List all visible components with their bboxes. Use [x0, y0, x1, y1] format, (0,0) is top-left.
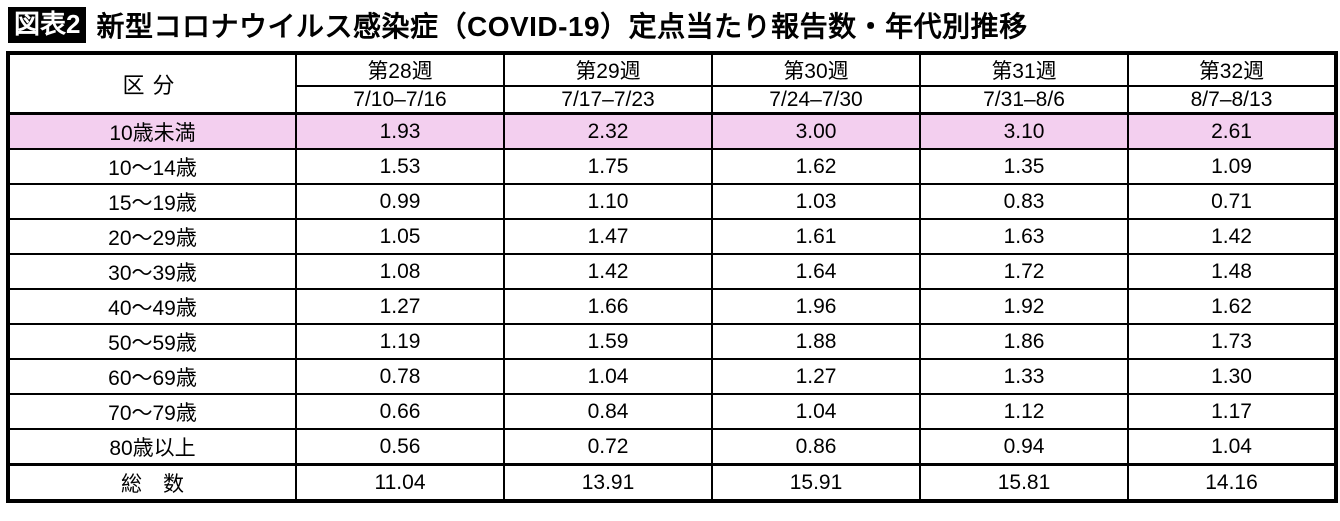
row-label: 20～29歳	[7, 218, 297, 255]
cell-value: 0.99	[295, 183, 505, 220]
cell-value: 3.00	[711, 112, 921, 150]
cell-value: 1.47	[503, 218, 713, 255]
cell-value: 1.27	[295, 288, 505, 325]
row-label: 40～49歳	[7, 288, 297, 325]
cell-value: 1.27	[711, 358, 921, 395]
cell-value: 1.72	[919, 253, 1129, 290]
cell-value: 1.96	[711, 288, 921, 325]
cell-value: 1.73	[1127, 323, 1337, 360]
corner-header: 区分	[7, 52, 297, 115]
table-row: 80歳以上 0.56 0.72 0.86 0.94 1.04	[7, 428, 1337, 466]
cell-value: 1.59	[503, 323, 713, 360]
cell-value: 1.92	[919, 288, 1129, 325]
table-row: 20～29歳 1.05 1.47 1.61 1.63 1.42	[7, 218, 1337, 255]
table-row: 40～49歳 1.27 1.66 1.96 1.92 1.62	[7, 288, 1337, 325]
table-row: 50～59歳 1.19 1.59 1.88 1.86 1.73	[7, 323, 1337, 360]
header-week-row: 区分 第28週 第29週 第30週 第31週 第32週	[7, 52, 1337, 115]
table-row: 30～39歳 1.08 1.42 1.64 1.72 1.48	[7, 253, 1337, 290]
col-header-week: 第32週	[1127, 52, 1337, 87]
cell-value: 1.62	[711, 148, 921, 185]
col-header-dates: 8/7–8/13	[1127, 85, 1337, 115]
row-label: 50～59歳	[7, 323, 297, 360]
cell-value: 2.61	[1127, 112, 1337, 150]
table-row: 60～69歳 0.78 1.04 1.27 1.33 1.30	[7, 358, 1337, 395]
cell-value: 1.10	[503, 183, 713, 220]
row-label: 10～14歳	[7, 148, 297, 185]
cell-value: 15.81	[919, 463, 1129, 502]
cell-value: 1.63	[919, 218, 1129, 255]
cell-value: 1.04	[503, 358, 713, 395]
cell-value: 1.86	[919, 323, 1129, 360]
cell-value: 1.75	[503, 148, 713, 185]
col-header-dates: 7/10–7/16	[295, 85, 505, 115]
table-row: 70～79歳 0.66 0.84 1.04 1.12 1.17	[7, 393, 1337, 430]
cell-value: 1.88	[711, 323, 921, 360]
cell-value: 1.05	[295, 218, 505, 255]
cell-value: 11.04	[295, 463, 505, 502]
cell-value: 1.61	[711, 218, 921, 255]
row-label: 30～39歳	[7, 253, 297, 290]
row-label: 80歳以上	[7, 428, 297, 466]
figure-title-text: 新型コロナウイルス感染症（COVID-19）定点当たり報告数・年代別推移	[96, 11, 1028, 42]
cell-value: 13.91	[503, 463, 713, 502]
cell-value: 15.91	[711, 463, 921, 502]
cell-value: 1.17	[1127, 393, 1337, 430]
figure-badge: 図表2	[8, 7, 87, 43]
col-header-week: 第29週	[503, 52, 713, 87]
cell-value: 3.10	[919, 112, 1129, 150]
cell-value: 2.32	[503, 112, 713, 150]
table-row: 15～19歳 0.99 1.10 1.03 0.83 0.71	[7, 183, 1337, 220]
row-label: 60～69歳	[7, 358, 297, 395]
figure-title: 図表2 新型コロナウイルス感染症（COVID-19）定点当たり報告数・年代別推移	[8, 6, 1334, 44]
table-row: 10～14歳 1.53 1.75 1.62 1.35 1.09	[7, 148, 1337, 185]
col-header-week: 第30週	[711, 52, 921, 87]
cell-value: 0.84	[503, 393, 713, 430]
cell-value: 14.16	[1127, 463, 1337, 502]
cell-value: 0.71	[1127, 183, 1337, 220]
cell-value: 1.12	[919, 393, 1129, 430]
cell-value: 0.94	[919, 428, 1129, 466]
total-row-label: 総 数	[7, 463, 297, 502]
cell-value: 0.83	[919, 183, 1129, 220]
cell-value: 1.66	[503, 288, 713, 325]
row-label: 15～19歳	[7, 183, 297, 220]
cell-value: 1.19	[295, 323, 505, 360]
row-label: 10歳未満	[7, 112, 297, 150]
col-header-dates: 7/17–7/23	[503, 85, 713, 115]
cell-value: 1.62	[1127, 288, 1337, 325]
cell-value: 1.30	[1127, 358, 1337, 395]
cell-value: 0.56	[295, 428, 505, 466]
col-header-dates: 7/31–8/6	[919, 85, 1129, 115]
cell-value: 1.04	[1127, 428, 1337, 466]
header-date-row: 7/10–7/16 7/17–7/23 7/24–7/30 7/31–8/6 8…	[8, 85, 1337, 115]
row-label: 70～79歳	[7, 393, 297, 430]
cell-value: 1.64	[711, 253, 921, 290]
cell-value: 1.04	[711, 393, 921, 430]
cell-value: 1.53	[295, 148, 505, 185]
cell-value: 1.08	[295, 253, 505, 290]
cell-value: 1.42	[503, 253, 713, 290]
cell-value: 1.35	[919, 148, 1129, 185]
cell-value: 0.66	[295, 393, 505, 430]
table-total-row: 総 数 11.04 13.91 15.91 15.81 14.16	[7, 463, 1337, 502]
cell-value: 1.42	[1127, 218, 1337, 255]
col-header-week: 第31週	[919, 52, 1129, 87]
table-row-highlighted: 10歳未満 1.93 2.32 3.00 3.10 2.61	[7, 112, 1337, 150]
cell-value: 1.48	[1127, 253, 1337, 290]
cell-value: 0.78	[295, 358, 505, 395]
col-header-dates: 7/24–7/30	[711, 85, 921, 115]
cell-value: 0.72	[503, 428, 713, 466]
data-table: 区分 第28週 第29週 第30週 第31週 第32週 7/10–7/16 7/…	[6, 51, 1338, 503]
cell-value: 1.93	[295, 112, 505, 150]
cell-value: 1.09	[1127, 148, 1337, 185]
cell-value: 1.33	[919, 358, 1129, 395]
cell-value: 0.86	[711, 428, 921, 466]
col-header-week: 第28週	[295, 52, 505, 87]
cell-value: 1.03	[711, 183, 921, 220]
